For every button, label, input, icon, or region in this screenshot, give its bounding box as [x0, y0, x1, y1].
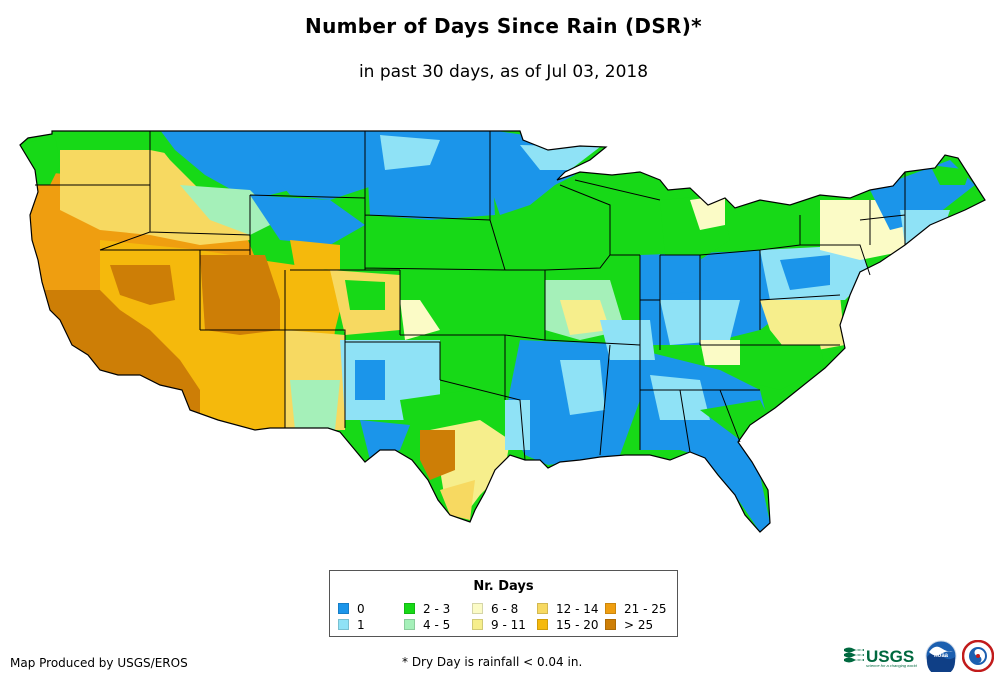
dsr-region	[420, 430, 455, 480]
legend-swatch	[537, 603, 548, 614]
dsr-region	[560, 300, 610, 335]
map-subtitle: in past 30 days, as of Jul 03, 2018	[358, 62, 649, 82]
legend-item: 4 - 5	[404, 619, 450, 631]
legend-swatch	[338, 603, 349, 614]
legend-label: 15 - 20	[556, 618, 599, 632]
legend-item: 0	[338, 603, 365, 615]
legend-swatch	[338, 619, 349, 630]
legend-label: 4 - 5	[423, 618, 451, 632]
dsr-region	[520, 145, 600, 170]
legend: Nr. Days 0 1 2 - 3 4 - 5 6 - 8 9 - 11 12…	[329, 570, 678, 637]
legend-label: 1	[357, 618, 365, 632]
dsr-region	[440, 480, 475, 520]
dsr-region	[355, 360, 385, 400]
legend-label: > 25	[624, 618, 654, 632]
state-border	[35, 131, 906, 461]
dsr-region	[690, 195, 725, 230]
noaa-logo: noaa	[925, 640, 957, 672]
legend-item: 21 - 25	[605, 603, 667, 615]
legend-item: 9 - 11	[472, 619, 526, 631]
credit-text: Map Produced by USGS/EROS	[10, 656, 188, 670]
state-boundaries	[19, 130, 986, 533]
dsr-region	[290, 380, 340, 430]
legend-swatch	[472, 603, 483, 614]
legend-label: 0	[357, 602, 365, 616]
legend-label: 9 - 11	[491, 618, 526, 632]
dsr-region	[900, 210, 950, 245]
map-title: Number of Days Since Rain (DSR)*	[305, 14, 702, 38]
dsr-region	[110, 265, 175, 305]
nws-logo	[962, 640, 994, 672]
legend-swatch	[605, 603, 616, 614]
dsr-region	[700, 340, 740, 365]
dsr-region	[760, 295, 845, 355]
legend-item: 1	[338, 619, 365, 631]
dsr-region	[930, 165, 970, 185]
legend-label: 2 - 3	[423, 602, 451, 616]
legend-label: 21 - 25	[624, 602, 667, 616]
legend-item: 2 - 3	[404, 603, 450, 615]
usgs-logo-tagline: science for a changing world	[866, 663, 917, 668]
legend-item: 12 - 14	[537, 603, 599, 615]
dsr-region	[780, 255, 830, 290]
legend-swatch	[605, 619, 616, 630]
legend-label: 12 - 14	[556, 602, 599, 616]
dsr-region	[250, 195, 365, 245]
footnote-text: * Dry Day is rainfall < 0.04 in.	[402, 655, 583, 669]
dsr-region	[360, 420, 410, 460]
legend-swatch	[404, 619, 415, 630]
noaa-logo-text: noaa	[934, 653, 949, 659]
dsr-region	[380, 135, 440, 170]
legend-title: Nr. Days	[473, 579, 534, 594]
legend-swatch	[404, 603, 415, 614]
legend-swatch	[472, 619, 483, 630]
usgs-logo: USGS science for a changing world	[844, 647, 917, 668]
dsr-region	[290, 240, 340, 270]
dsr-region	[505, 400, 530, 450]
legend-item: 6 - 8	[472, 603, 518, 615]
dsr-region	[650, 375, 710, 420]
dsr-region	[640, 255, 710, 295]
dsr-region	[200, 255, 280, 335]
state-border	[19, 130, 986, 533]
legend-swatch	[537, 619, 548, 630]
dsr-region	[600, 320, 655, 360]
dsr-region	[345, 280, 385, 310]
legend-item: 15 - 20	[537, 619, 599, 631]
dsr-region	[400, 300, 440, 340]
dsr-region	[560, 360, 605, 415]
legend-label: 6 - 8	[491, 602, 519, 616]
dsr-region	[240, 131, 375, 200]
legend-item: > 25	[605, 619, 653, 631]
usgs-logo-text: USGS	[866, 647, 914, 666]
